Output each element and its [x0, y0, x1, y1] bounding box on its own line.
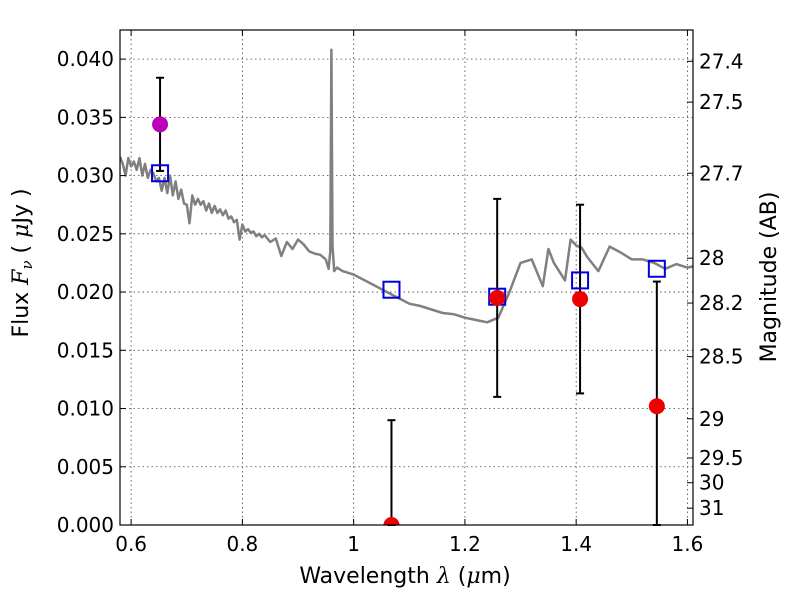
x-tick-label: 1.2 [449, 532, 481, 556]
model-spectrum [120, 48, 693, 324]
magnitude-tick-label: 30 [699, 471, 724, 495]
y-tick-label: 0.040 [57, 47, 114, 71]
y-tick-label: 0.005 [57, 455, 114, 479]
magnitude-tick-label: 28 [699, 246, 724, 270]
magnitude-tick-label: 28.5 [699, 345, 744, 369]
magnitude-tick-label: 29.5 [699, 446, 744, 470]
observed-flux-point [383, 517, 400, 525]
axis-ticks: 0.6 0.8 1 1.2 1.4 1.6 0.000 0.005 0.010 0.015 0.02… [57, 30, 744, 556]
y-tick-label: 0.020 [57, 280, 114, 304]
magnitude-tick-label: 29 [699, 407, 724, 431]
x-tick-label: 1.4 [560, 532, 592, 556]
y-tick-label: 0.025 [57, 222, 114, 246]
observed-flux-point [648, 398, 665, 415]
observed-flux-point [152, 116, 169, 133]
observed-flux-point [489, 289, 506, 306]
magnitude-tick-label: 27.7 [699, 161, 744, 185]
y-tick-label: 0.000 [57, 513, 114, 537]
y-tick-label: 0.010 [57, 397, 114, 421]
x-tick-label: 0.6 [115, 532, 147, 556]
y-tick-label: 0.015 [57, 338, 114, 362]
y2-axis-label: Magnitude (AB) [757, 192, 782, 363]
x-tick-label: 0.8 [226, 532, 258, 556]
model-band-square [571, 271, 590, 290]
plot-frame [119, 29, 694, 526]
magnitude-tick-label: 28.2 [699, 291, 744, 315]
x-tick-label: 1 [347, 532, 360, 556]
y-axis-label: Flux Fν ( μJy ) [9, 188, 36, 337]
model-band-square [647, 259, 666, 278]
observed-flux-point [572, 291, 589, 308]
spectrum-line [120, 48, 693, 324]
magnitude-tick-label: 27.4 [699, 49, 744, 73]
magnitude-tick-label: 27.5 [699, 90, 744, 114]
model-band-square [151, 164, 170, 183]
model-band-square [382, 280, 401, 299]
y-tick-label: 0.030 [57, 164, 114, 188]
model-band-fluxes [151, 164, 666, 306]
x-axis-label: Wavelength λ (μm) [299, 564, 510, 589]
x-tick-label: 1.6 [672, 532, 704, 556]
magnitude-tick-label: 31 [699, 496, 724, 520]
observed-fluxes [152, 116, 665, 525]
grid [120, 30, 693, 525]
y-tick-label: 0.035 [57, 105, 114, 129]
